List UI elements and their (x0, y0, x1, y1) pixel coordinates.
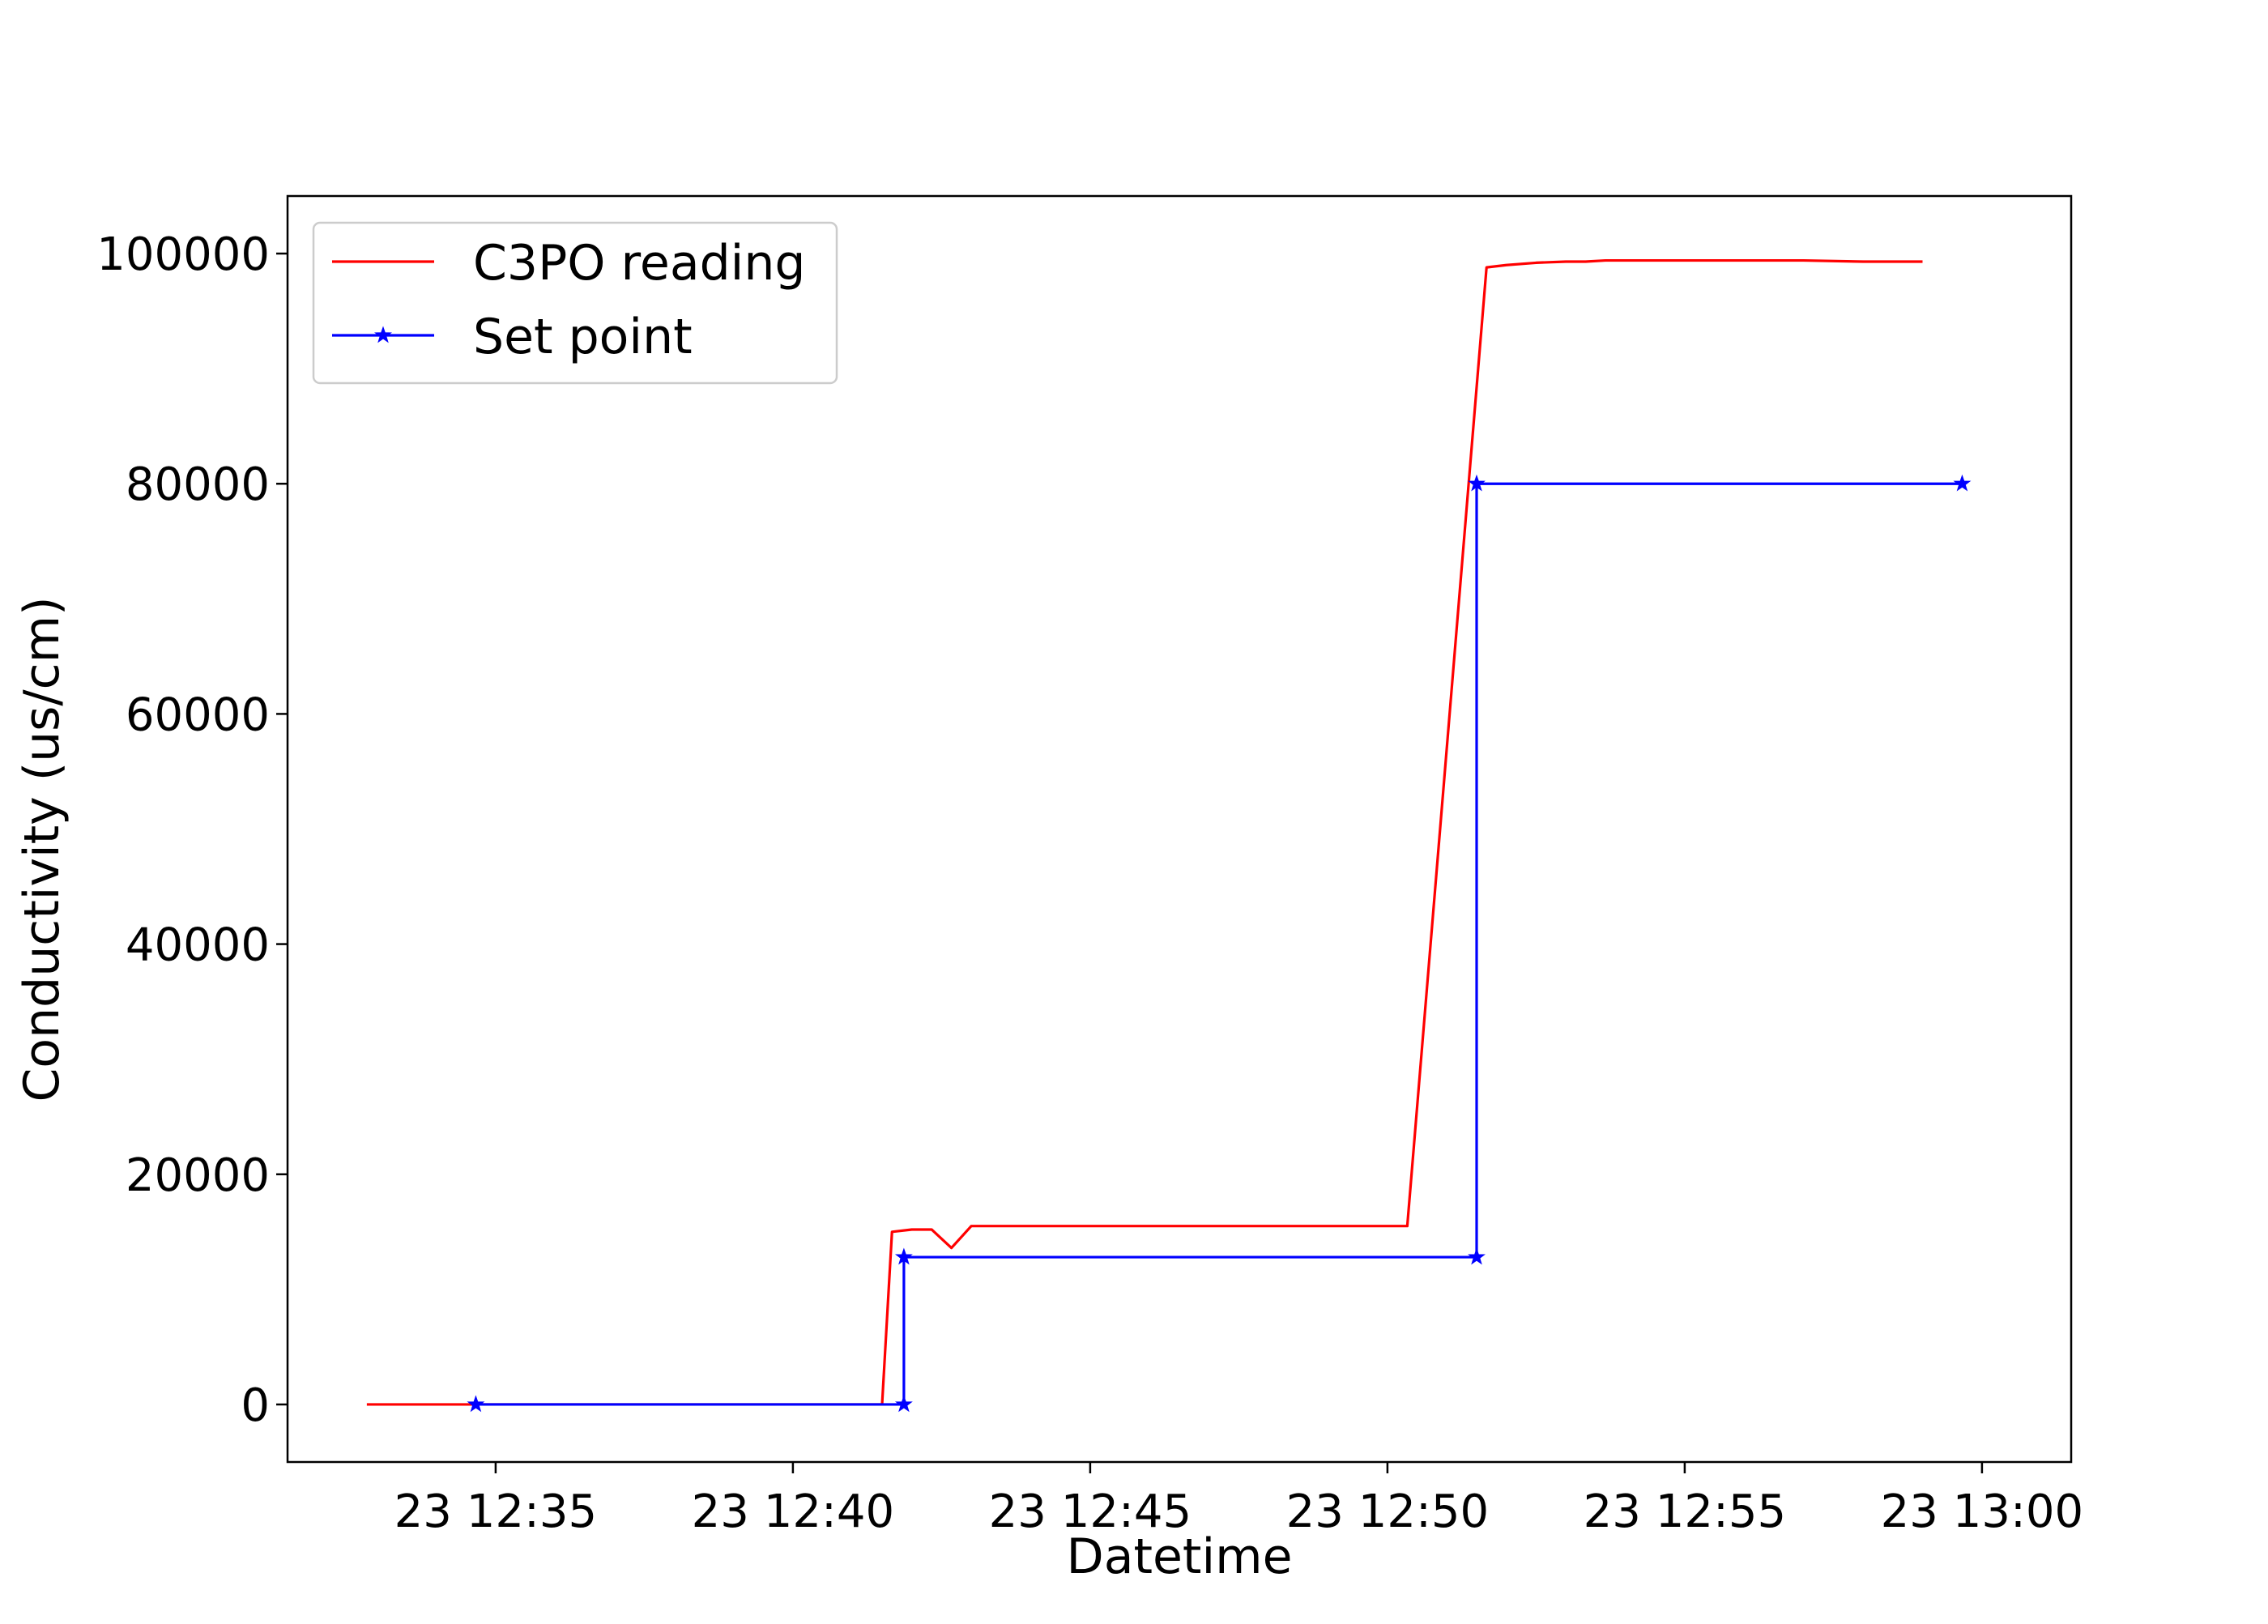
y-tick-label: 80000 (126, 458, 270, 511)
x-tick-label: 23 12:55 (1584, 1485, 1786, 1538)
legend-box (312, 221, 838, 385)
y-axis-title: Conductivity (us/cm) (14, 597, 70, 1102)
x-tick-label: 23 13:00 (1881, 1485, 2083, 1538)
y-tick-label: 20000 (126, 1149, 270, 1202)
series-point-marker (467, 1395, 485, 1413)
series-point-marker (894, 1395, 913, 1413)
x-axis-title: Datetime (1067, 1528, 1293, 1585)
y-tick-label: 0 (241, 1379, 270, 1432)
y-tick-label: 100000 (96, 228, 270, 281)
plot-area-frame (286, 194, 2073, 1464)
series-point-marker (1953, 474, 1972, 492)
x-tick-label: 23 12:50 (1286, 1485, 1489, 1538)
legend-label: Set point (473, 309, 693, 365)
series-point-marker (1468, 474, 1486, 492)
x-tick-label: 23 12:45 (989, 1485, 1192, 1538)
y-tick-label: 40000 (126, 919, 270, 972)
series-line-1 (475, 482, 1963, 1406)
series-point-marker (1468, 1247, 1486, 1265)
legend: C3PO reading Set point (312, 221, 838, 385)
x-tick-label: 23 12:35 (394, 1485, 597, 1538)
y-tick-label: 60000 (126, 688, 270, 741)
legend-marker (374, 326, 392, 343)
series-point-marker (894, 1247, 913, 1265)
x-tick-label: 23 12:40 (692, 1485, 894, 1538)
legend-label: C3PO reading (473, 235, 805, 292)
